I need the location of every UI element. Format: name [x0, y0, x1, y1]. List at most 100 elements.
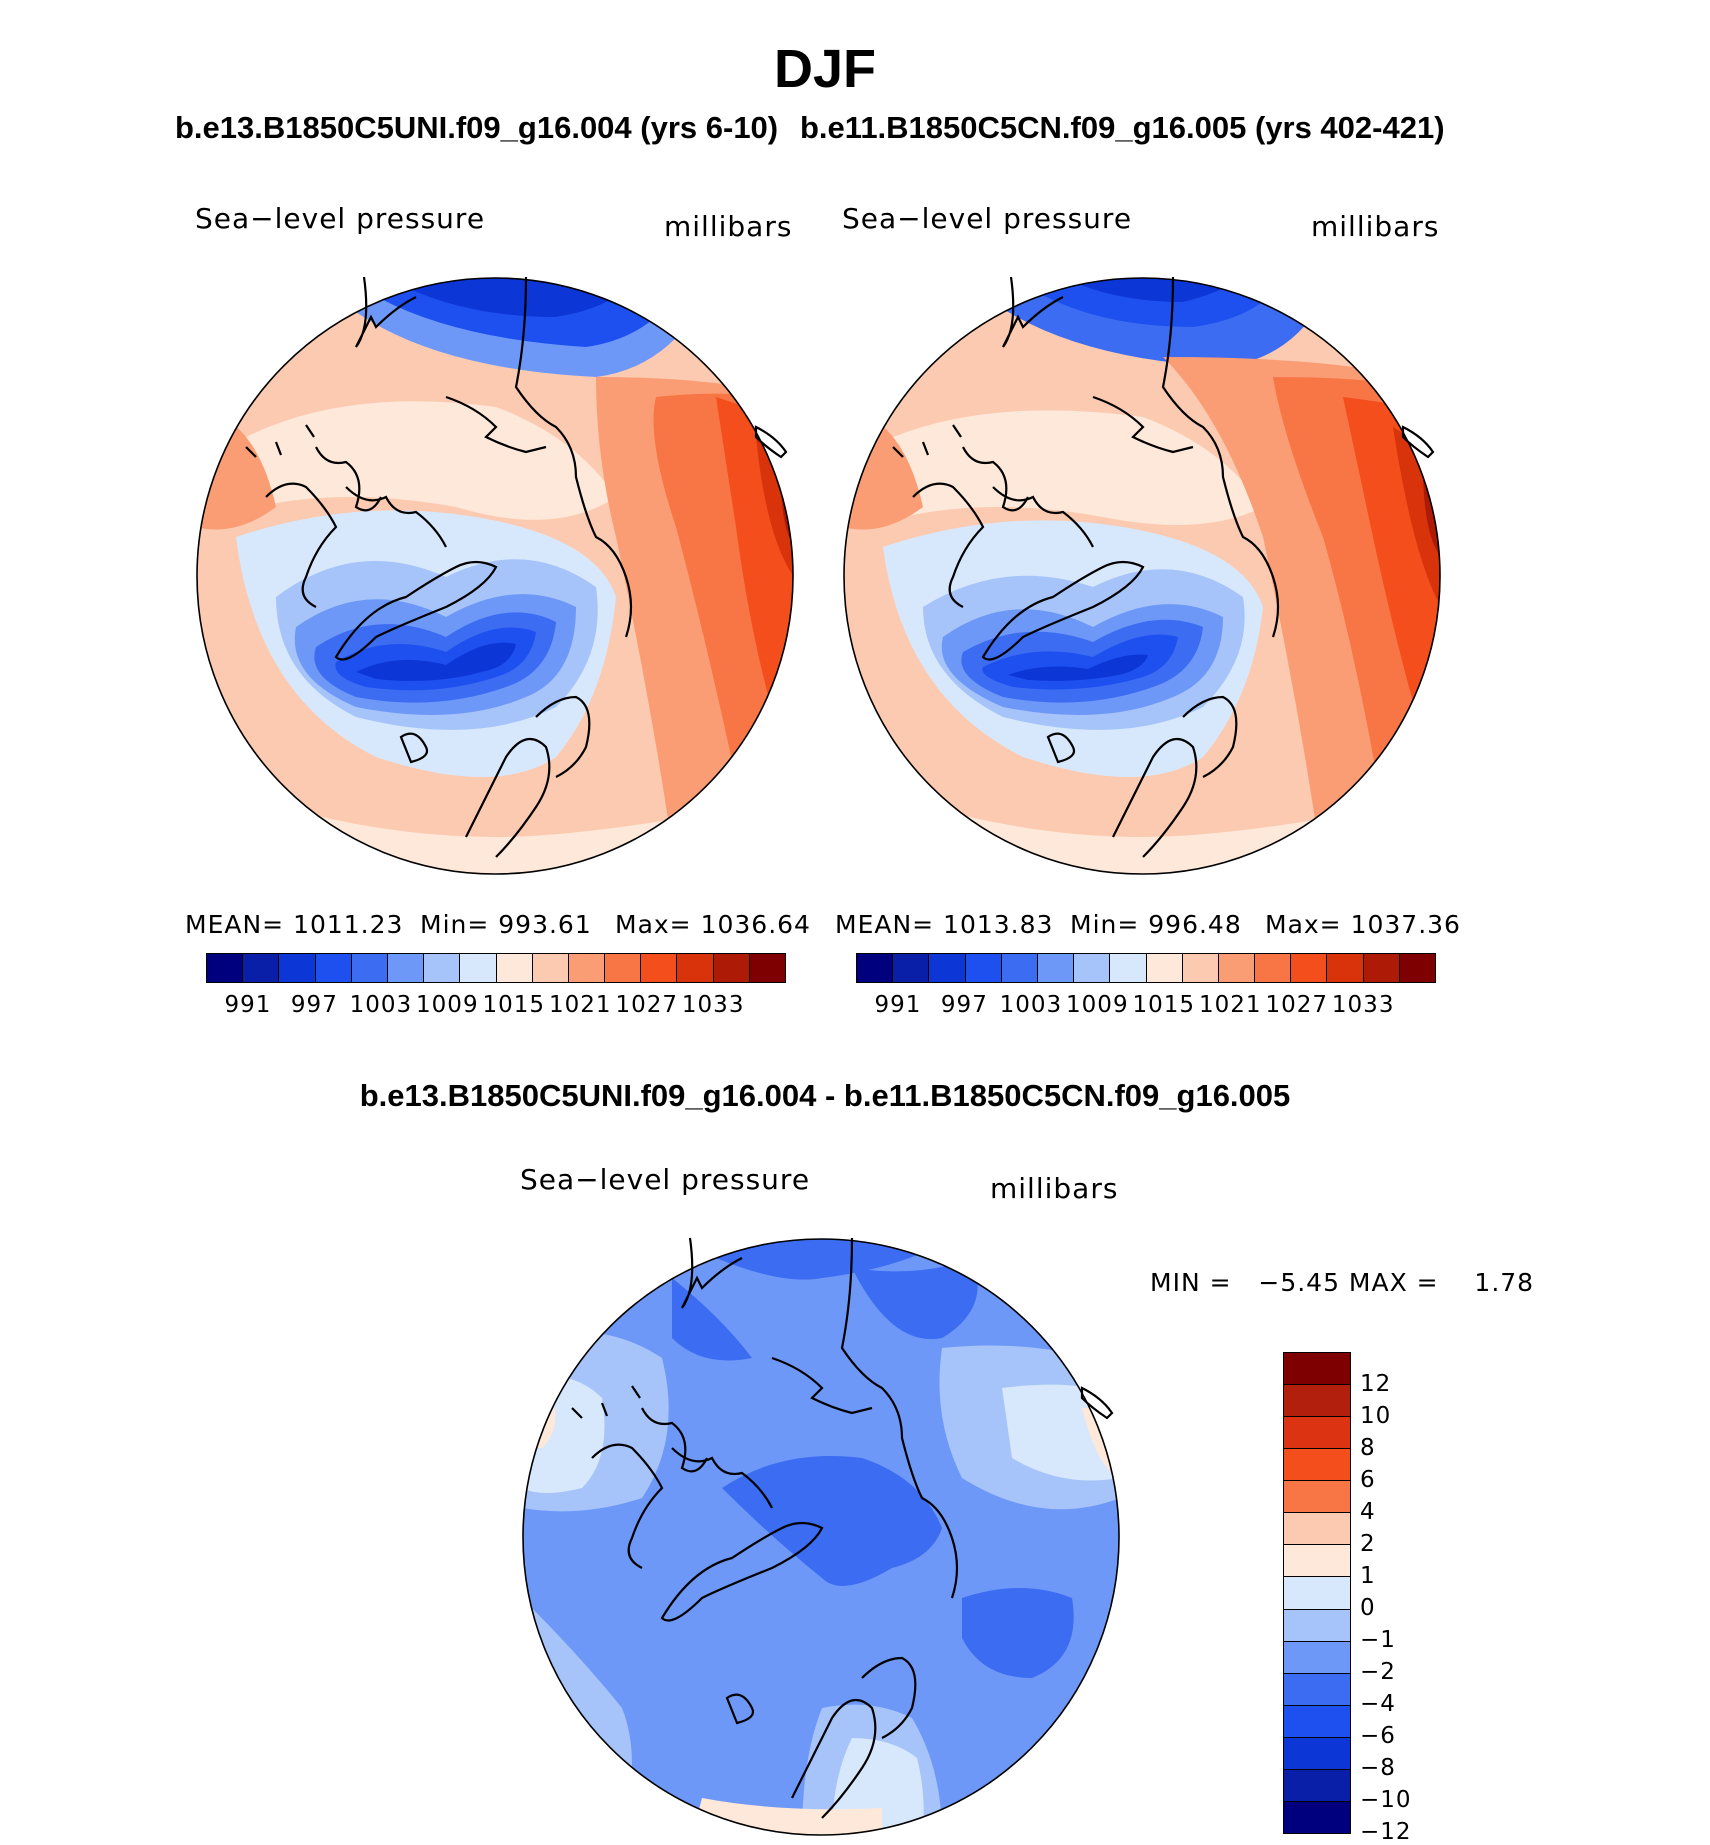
colorbar-swatch — [279, 954, 316, 982]
colorbar-swatch — [1284, 1481, 1350, 1514]
colorbar-swatch — [1037, 954, 1075, 982]
colorbar-swatch — [713, 954, 750, 982]
colorbar-label: −2 — [1360, 1658, 1396, 1685]
panel-2-units-label: millibars — [1311, 210, 1440, 243]
colorbar-label: 0 — [1360, 1595, 1376, 1621]
colorbar-label: 4 — [1360, 1498, 1376, 1525]
panel-1-polar-map — [196, 276, 794, 875]
colorbar-swatch — [1399, 954, 1435, 982]
colorbar-swatch — [315, 954, 352, 982]
colorbar-swatch — [1284, 1609, 1350, 1642]
colorbar-label: 991 — [874, 992, 922, 1018]
colorbar-label: 2 — [1360, 1531, 1376, 1557]
colorbar-label: 1003 — [999, 992, 1063, 1018]
colorbar-label: 12 — [1360, 1371, 1392, 1397]
colorbar-label: 997 — [290, 992, 338, 1018]
colorbar-label: −10 — [1360, 1787, 1412, 1813]
colorbar-swatch — [1110, 954, 1147, 982]
difference-min-max: MIN = −5.45 MAX = 1.78 — [1150, 1268, 1535, 1297]
colorbar-swatch — [1284, 1545, 1350, 1578]
colorbar-swatch — [1284, 1417, 1350, 1450]
panel-2-case-title: b.e11.B1850C5CN.f09_g16.005 (yrs 402-421… — [800, 110, 1445, 145]
colorbar-label: 1021 — [1198, 992, 1262, 1018]
colorbar-label: −4 — [1360, 1691, 1396, 1717]
panel-1-max: Max= 1036.64 — [615, 910, 811, 939]
colorbar-swatch — [1284, 1577, 1350, 1610]
colorbar-swatch — [387, 954, 425, 982]
colorbar-swatch — [1284, 1641, 1350, 1674]
colorbar-swatch — [1074, 954, 1111, 982]
colorbar-swatch — [568, 954, 606, 982]
colorbar-swatch — [749, 954, 785, 982]
difference-colorbar-labels: 12 10 8 6 4 2 1 0 −1 −2 −4 −6 −8 −10 −12 — [1360, 1352, 1440, 1845]
panel-1-pressure-field — [197, 278, 793, 874]
colorbar-label: 1015 — [482, 992, 546, 1018]
panel-2-polar-map — [843, 276, 1441, 875]
colorbar-label: −12 — [1360, 1819, 1412, 1845]
colorbar-swatch — [1182, 954, 1219, 982]
colorbar-swatch — [1284, 1705, 1350, 1738]
difference-polar-map — [522, 1237, 1120, 1836]
colorbar-label: −6 — [1360, 1723, 1396, 1749]
colorbar-swatch — [1291, 954, 1328, 982]
colorbar-swatch — [1284, 1801, 1350, 1833]
panel-2-max: Max= 1037.36 — [1265, 910, 1461, 939]
colorbar-swatch — [929, 954, 966, 982]
colorbar-swatch — [1363, 954, 1400, 982]
colorbar-swatch — [1001, 954, 1038, 982]
panel-1-min: Min= 993.61 — [420, 910, 592, 939]
colorbar-label: 991 — [224, 992, 272, 1018]
colorbar-swatch — [1218, 954, 1256, 982]
panel-2-colorbar-labels: 991 997 1003 1009 1015 1021 1027 1033 — [856, 992, 1434, 1022]
colorbar-label: 1027 — [615, 992, 678, 1018]
panel-1-units-label: millibars — [664, 210, 793, 243]
panel-1-case-title: b.e13.B1850C5UNI.f09_g16.004 (yrs 6-10) — [175, 110, 779, 145]
colorbar-swatch — [1327, 954, 1364, 982]
colorbar-swatch — [605, 954, 642, 982]
colorbar-swatch — [857, 954, 894, 982]
colorbar-label: 10 — [1360, 1403, 1392, 1429]
panel-2-mean: MEAN= 1013.83 — [835, 910, 1054, 939]
colorbar-swatch — [1284, 1673, 1350, 1706]
colorbar-swatch — [1255, 954, 1292, 982]
panel-1-variable-label: Sea−level pressure — [195, 202, 486, 235]
colorbar-swatch — [1284, 1513, 1350, 1546]
panel-2-colorbar — [856, 953, 1436, 983]
panel-2-coastlines — [892, 276, 1435, 858]
difference-units-label: millibars — [990, 1172, 1119, 1205]
colorbar-label: −8 — [1360, 1755, 1396, 1781]
panel-1-mean: MEAN= 1011.23 — [185, 910, 404, 939]
panel-1-colorbar-labels: 991 997 1003 1009 1015 1021 1027 1033 — [206, 992, 784, 1022]
colorbar-swatch — [351, 954, 388, 982]
colorbar-swatch — [532, 954, 569, 982]
colorbar-swatch — [207, 954, 244, 982]
colorbar-swatch — [1284, 1385, 1350, 1418]
colorbar-label: 1003 — [349, 992, 413, 1018]
panel-2-pressure-field — [844, 278, 1440, 874]
colorbar-swatch — [1284, 1737, 1350, 1770]
colorbar-label: 997 — [940, 992, 988, 1018]
difference-title: b.e13.B1850C5UNI.f09_g16.004 - b.e11.B18… — [359, 1078, 1291, 1113]
colorbar-label: 1021 — [548, 992, 612, 1018]
colorbar-swatch — [893, 954, 930, 982]
colorbar-swatch — [424, 954, 461, 982]
colorbar-swatch — [496, 954, 533, 982]
panel-2-min: Min= 996.48 — [1070, 910, 1242, 939]
colorbar-label: 1009 — [416, 992, 479, 1018]
colorbar-swatch — [641, 954, 678, 982]
colorbar-label: 1009 — [1066, 992, 1129, 1018]
colorbar-swatch — [965, 954, 1002, 982]
colorbar-swatch — [1284, 1353, 1350, 1386]
colorbar-label: 1015 — [1132, 992, 1196, 1018]
difference-pressure-field — [523, 1239, 1119, 1835]
colorbar-label: −1 — [1360, 1627, 1396, 1653]
figure-title: DJF — [773, 39, 876, 99]
panel-1-colorbar — [206, 953, 786, 983]
colorbar-swatch — [1284, 1449, 1350, 1482]
colorbar-swatch — [1284, 1769, 1350, 1802]
colorbar-label: 1033 — [681, 992, 745, 1018]
colorbar-label: 6 — [1360, 1467, 1376, 1493]
panel-2-variable-label: Sea−level pressure — [842, 202, 1133, 235]
colorbar-swatch — [243, 954, 280, 982]
colorbar-label: 8 — [1360, 1435, 1376, 1461]
